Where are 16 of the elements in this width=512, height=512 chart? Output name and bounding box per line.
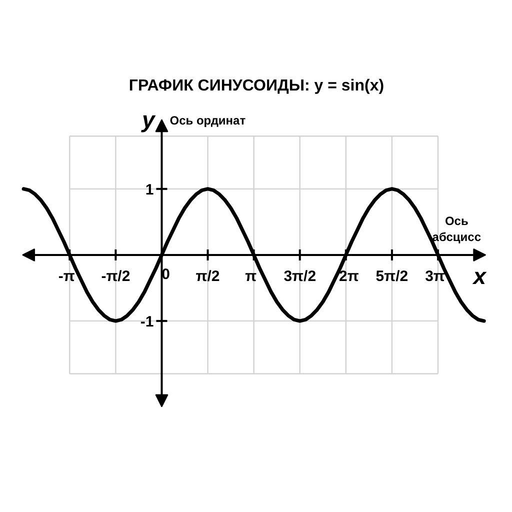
chart-title: ГРАФИК СИНУСОИДЫ: y = sin(x) bbox=[128, 78, 384, 94]
annotation: x bbox=[471, 262, 488, 289]
y-tick-label: 1 bbox=[145, 181, 154, 198]
x-tick-label: 0 bbox=[162, 266, 170, 283]
x-tick-label: -π/2 bbox=[101, 268, 130, 285]
x-tick-label: 3π bbox=[425, 268, 446, 285]
x-tick-label: 5π/2 bbox=[376, 268, 408, 285]
y-axis-title: Ось ординат bbox=[170, 114, 246, 128]
x-tick-label: π/2 bbox=[196, 268, 220, 285]
x-tick-label: 2π bbox=[338, 268, 360, 285]
y-tick-label: -1 bbox=[140, 313, 154, 330]
x-tick-label: 3π/2 bbox=[284, 268, 316, 285]
x-tick-label: π bbox=[245, 268, 258, 285]
annotation: y bbox=[140, 106, 156, 133]
x-tick-label: -π bbox=[58, 268, 76, 285]
x-axis-title: Ось абсцисс bbox=[432, 214, 482, 244]
